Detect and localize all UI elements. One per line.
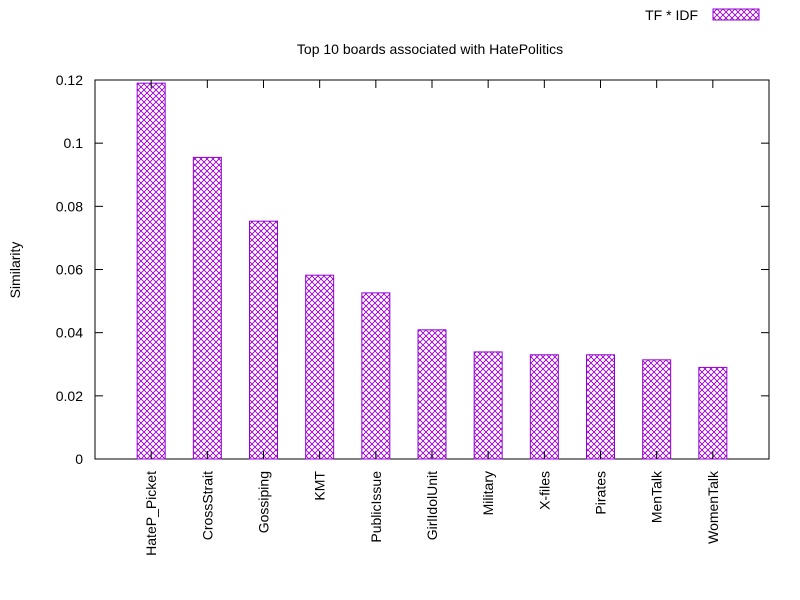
x-tick-label: KMT	[312, 471, 328, 501]
x-tick-label: X-files	[536, 471, 552, 510]
bar	[249, 220, 278, 460]
y-tick-label: 0.02	[56, 388, 83, 404]
y-axis-label: Similarity	[7, 242, 23, 299]
bar	[417, 329, 447, 460]
legend-swatch	[712, 8, 760, 21]
y-tick-label: 0.12	[56, 72, 83, 88]
x-tick-label: MenTalk	[649, 470, 665, 523]
bar	[136, 82, 166, 460]
x-tick-label: Pirates	[593, 471, 609, 515]
legend-label: TF * IDF	[645, 7, 698, 23]
bar	[698, 366, 728, 460]
x-tick-label: HateP_Picket	[143, 471, 159, 556]
y-tick-label: 0.08	[56, 198, 83, 214]
bar	[473, 351, 503, 460]
y-axis: 0 0.02 0.04 0.06 0.08 0.1 0.12	[56, 72, 769, 467]
legend: TF * IDF	[645, 7, 760, 23]
x-tick-label: GirlIdolUnit	[424, 471, 440, 540]
bar	[529, 354, 559, 460]
chart-title: Top 10 boards associated with HatePoliti…	[297, 41, 563, 57]
x-axis: HateP_Picket CrossStrait Gossiping KMT Publi…	[143, 80, 721, 556]
bar	[586, 354, 615, 460]
bar	[361, 292, 391, 460]
x-tick-label: Gossiping	[256, 471, 272, 533]
y-tick-label: 0.1	[64, 135, 84, 151]
bar	[192, 156, 222, 460]
bar	[642, 359, 672, 460]
x-tick-label: Military	[480, 471, 496, 515]
y-tick-label: 0.04	[56, 325, 83, 341]
x-tick-label: WomenTalk	[705, 470, 721, 544]
x-tick-label: PublicIssue	[368, 471, 384, 543]
y-tick-label: 0.06	[56, 262, 83, 278]
bars	[136, 82, 728, 460]
bar	[305, 274, 335, 460]
x-tick-label: CrossStrait	[199, 471, 215, 540]
y-tick-label: 0	[75, 451, 83, 467]
